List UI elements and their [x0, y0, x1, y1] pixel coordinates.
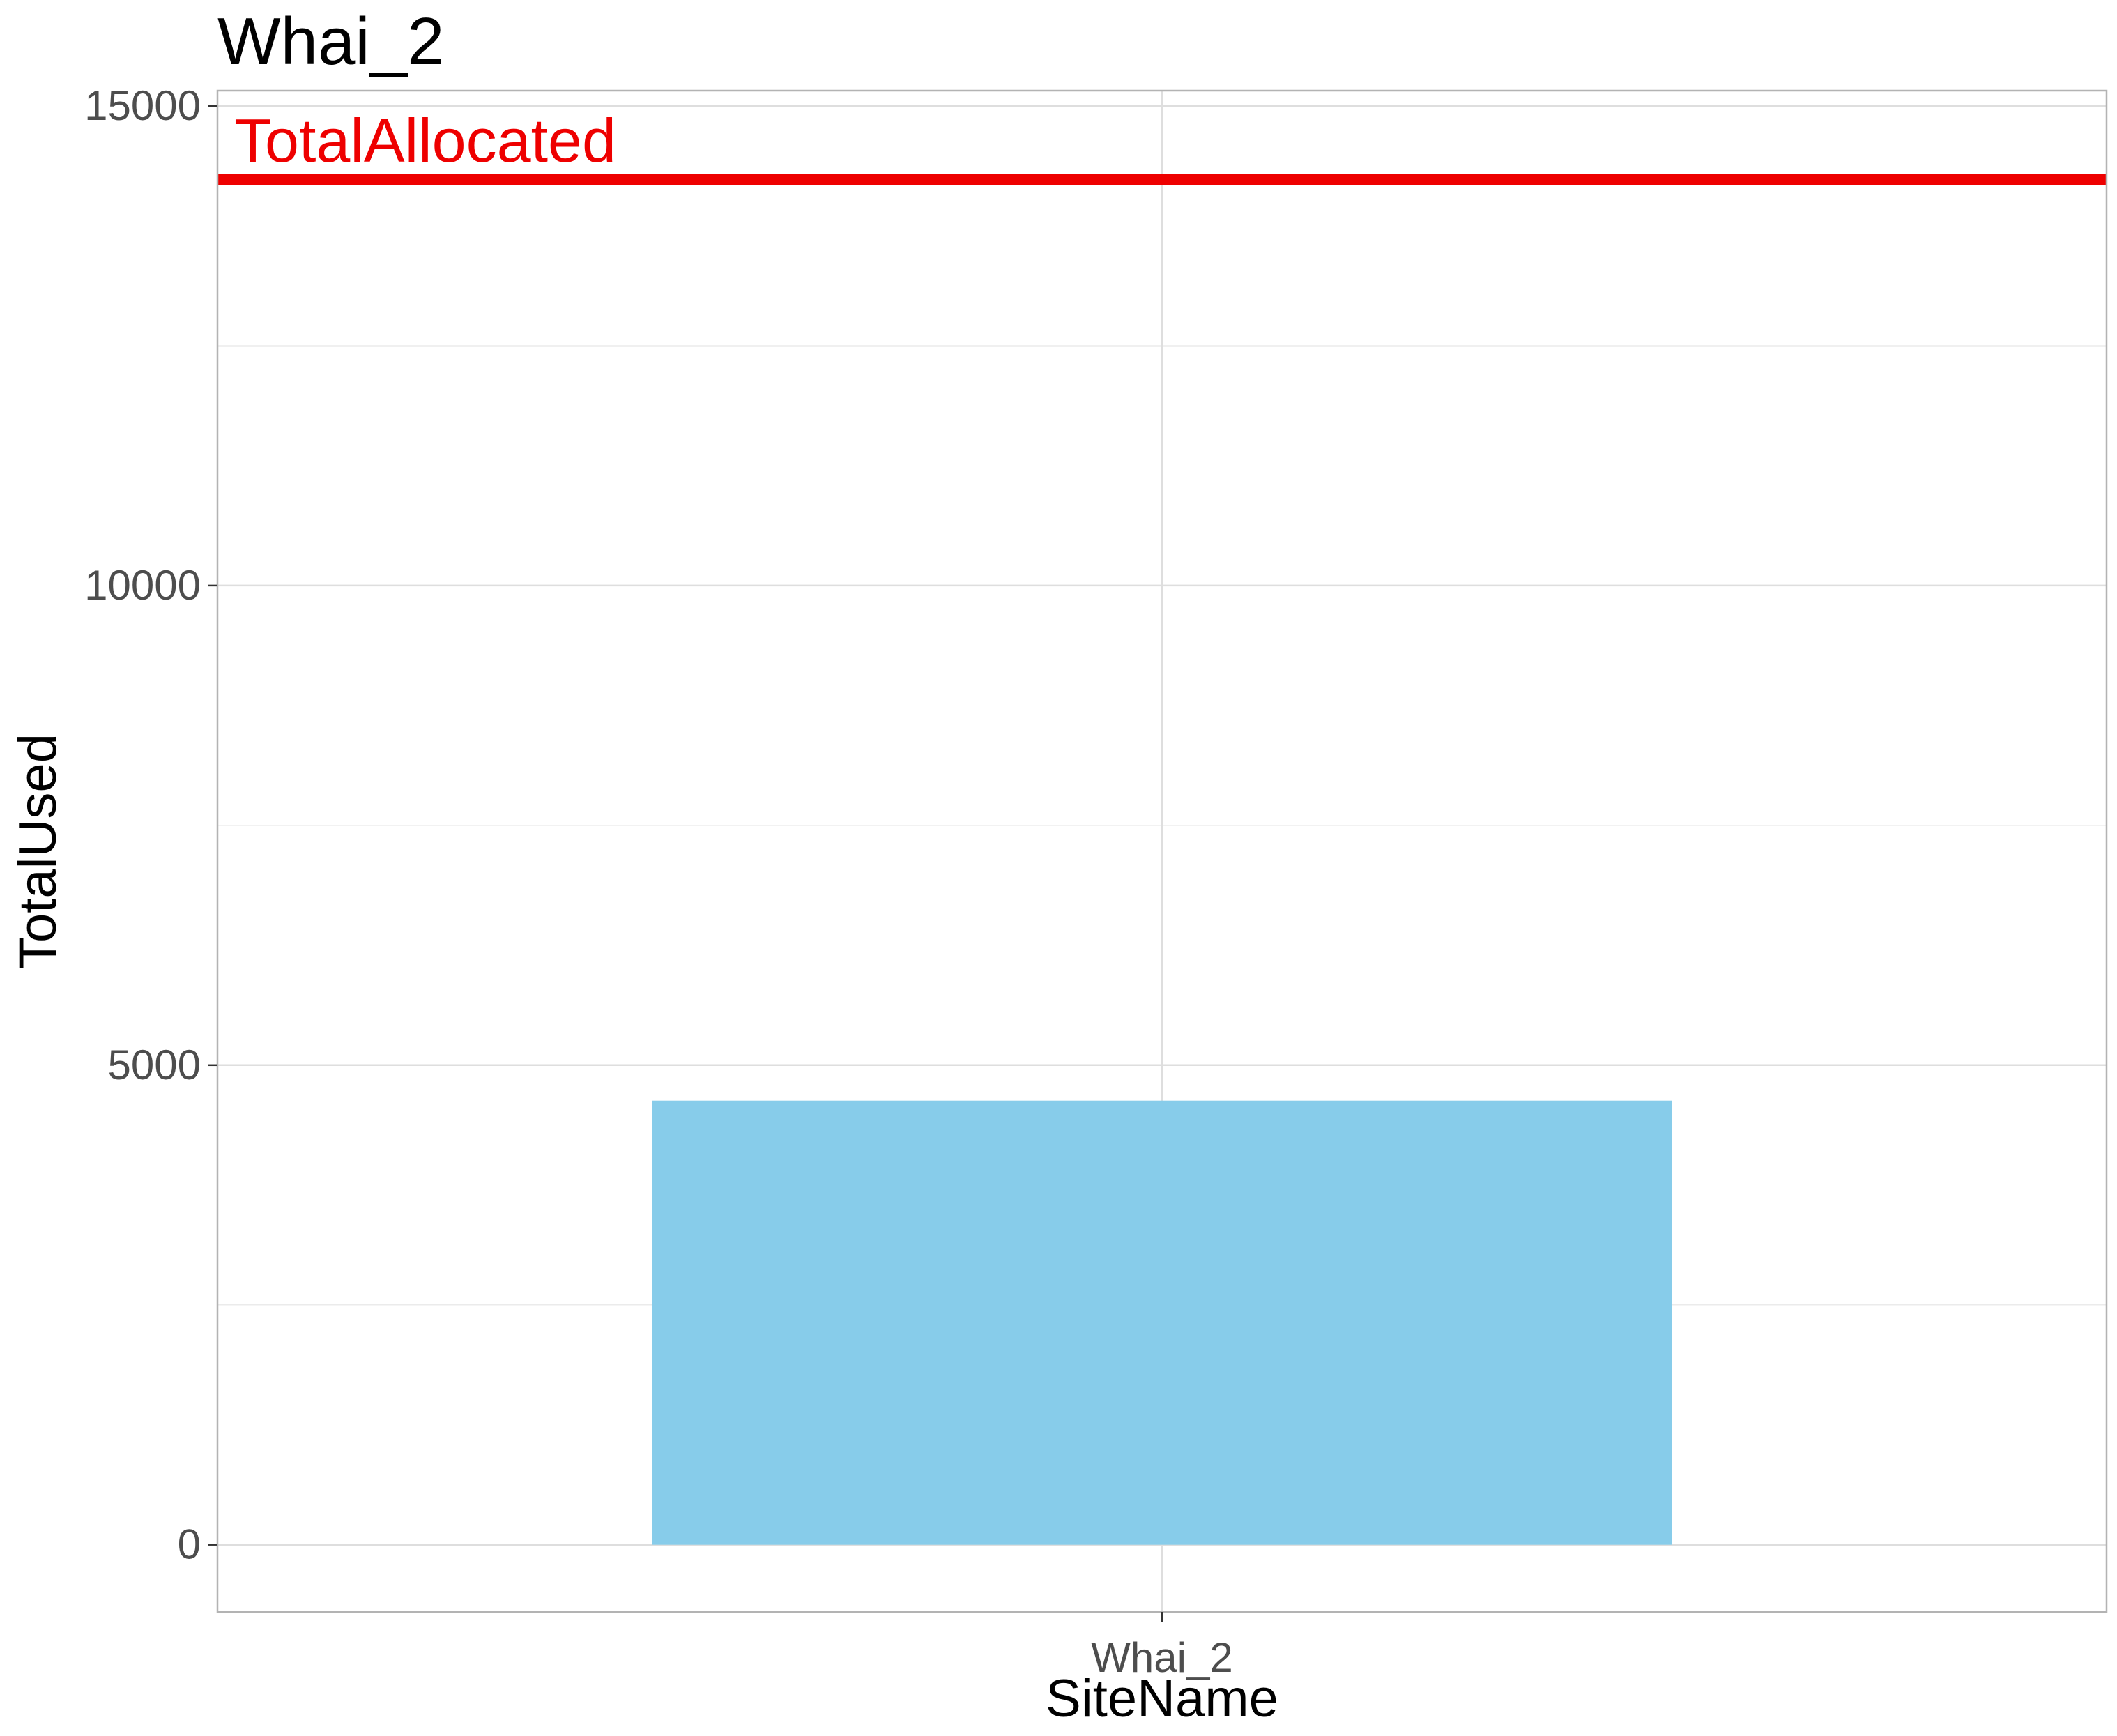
- x-axis: Whai_2: [1091, 1612, 1233, 1681]
- y-tick-label: 5000: [108, 1042, 201, 1088]
- reference-line-group: TotalAllocated: [217, 106, 2107, 185]
- reference-line-label: TotalAllocated: [234, 106, 616, 175]
- y-tick-label: 0: [178, 1521, 201, 1568]
- chart-title: Whai_2: [217, 4, 445, 79]
- bar: [652, 1100, 1672, 1545]
- y-tick-label: 15000: [84, 82, 201, 129]
- y-axis: 0 5000 10000 15000: [84, 82, 217, 1568]
- x-axis-title: SiteName: [1046, 1669, 1278, 1728]
- bars: [652, 1100, 1672, 1545]
- y-tick-label: 10000: [84, 562, 201, 609]
- x-tick-label: Whai_2: [1091, 1634, 1232, 1681]
- y-axis-title: TotalUsed: [8, 733, 68, 969]
